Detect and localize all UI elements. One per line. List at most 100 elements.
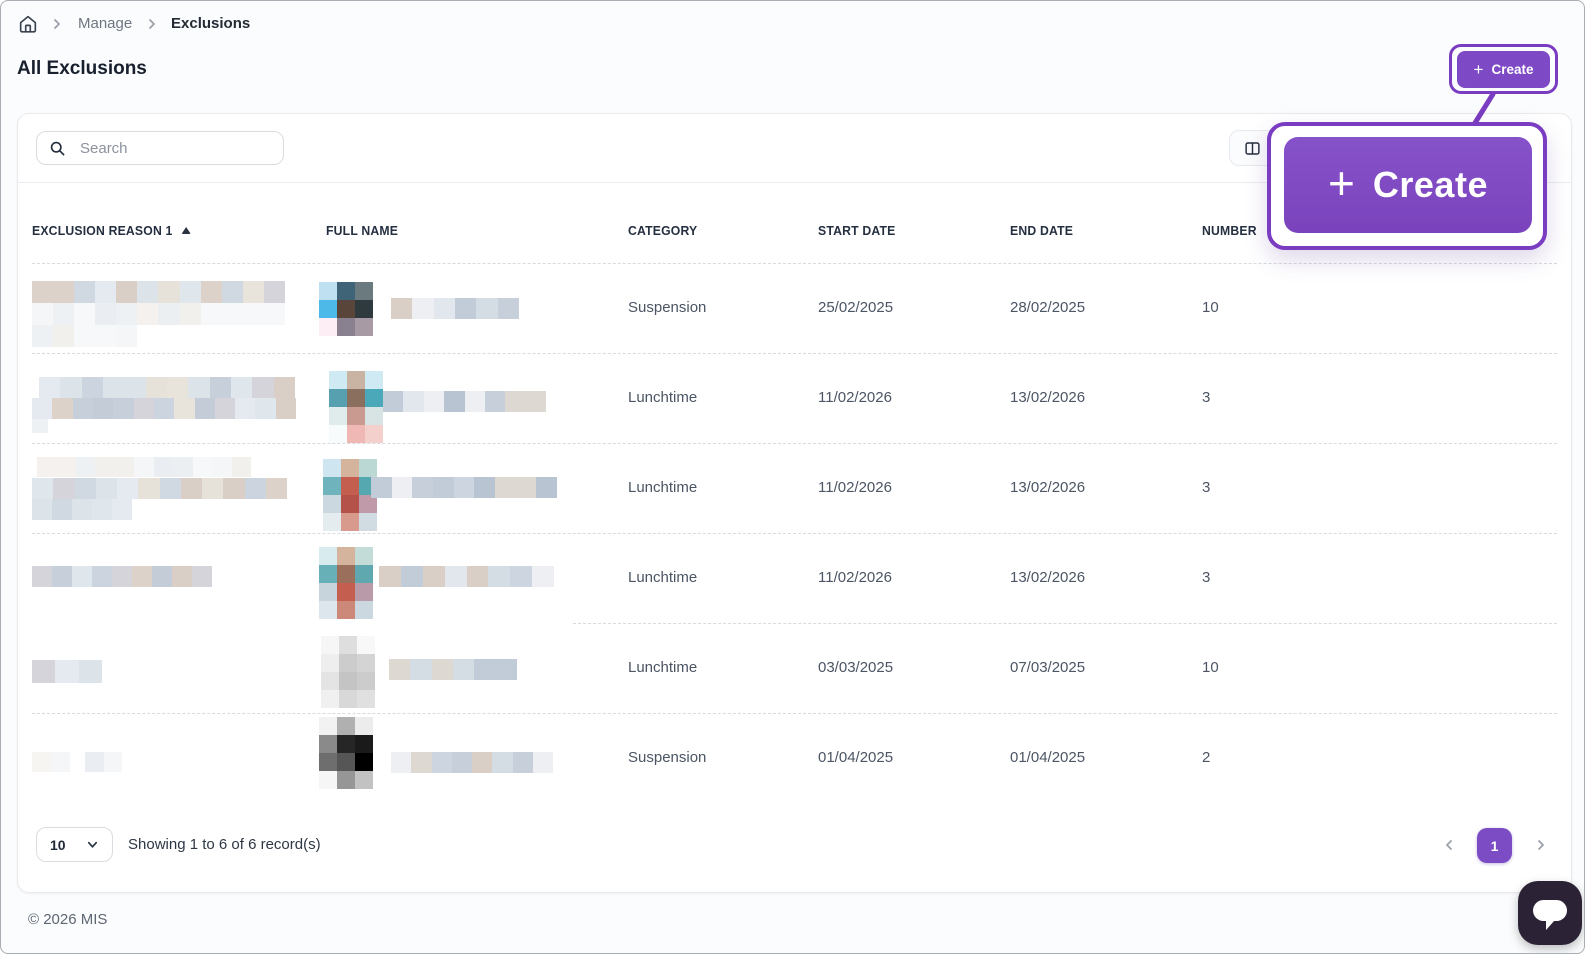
page-title: All Exclusions: [17, 58, 147, 79]
row-start-date: 11/02/2026: [818, 569, 892, 586]
home-icon[interactable]: [17, 13, 39, 35]
create-button-magnified: + Create: [1284, 137, 1532, 233]
search-icon: [49, 140, 66, 157]
row-number: 2: [1202, 749, 1211, 766]
chat-widget-button[interactable]: [1518, 881, 1582, 945]
chevron-left-icon: [1442, 838, 1456, 852]
row-separator: [32, 263, 1557, 264]
row-number: 10: [1202, 659, 1219, 676]
create-button[interactable]: + Create: [1457, 51, 1550, 88]
chevron-right-icon: [1534, 838, 1548, 852]
table-row[interactable]: [18, 623, 1571, 713]
redacted-exclusion-reason: [32, 325, 137, 347]
row-start-date: 11/02/2026: [818, 479, 892, 496]
columns-icon: [1244, 140, 1261, 157]
redacted-student-photo: [319, 717, 373, 789]
redacted-student-name: [379, 566, 554, 587]
row-separator: [573, 623, 1557, 624]
redacted-exclusion-reason: [32, 752, 70, 772]
redacted-student-name: [391, 298, 519, 319]
row-category: Lunchtime: [628, 479, 698, 496]
redacted-student-photo: [319, 282, 373, 336]
redacted-exclusion-reason: [32, 398, 296, 419]
pagination-summary: Showing 1 to 6 of 6 record(s): [128, 836, 321, 853]
redacted-exclusion-reason: [32, 566, 212, 587]
row-start-date: 01/04/2025: [818, 749, 894, 766]
page-size-value: 10: [50, 836, 66, 853]
chevron-down-icon: [86, 838, 99, 851]
redacted-exclusion-reason: [32, 419, 48, 433]
table-row[interactable]: [18, 713, 1571, 803]
redacted-exclusion-reason: [32, 303, 285, 325]
redacted-student-name: [389, 659, 517, 680]
breadcrumb-chevron-icon: [50, 17, 64, 31]
row-number: 3: [1202, 389, 1211, 406]
row-category: Lunchtime: [628, 569, 698, 586]
speech-bubble-icon: [1533, 900, 1567, 921]
column-header-full-name[interactable]: FULL NAME: [326, 223, 399, 238]
row-category: Suspension: [628, 299, 707, 316]
row-end-date: 07/03/2025: [1010, 659, 1086, 676]
row-category: Lunchtime: [628, 659, 698, 676]
row-separator: [32, 533, 1557, 534]
column-header-number[interactable]: NUMBER: [1202, 223, 1257, 238]
redacted-student-photo: [323, 459, 377, 531]
redacted-exclusion-reason: [32, 499, 132, 520]
plus-icon: +: [1328, 157, 1355, 209]
redacted-exclusion-reason: [37, 457, 251, 477]
page-1-button[interactable]: 1: [1477, 828, 1512, 863]
redacted-exclusion-reason: [39, 377, 295, 398]
row-start-date: 25/02/2025: [818, 299, 894, 316]
redacted-exclusion-reason: [85, 752, 122, 772]
column-header-exclusion-reason[interactable]: EXCLUSION REASON 1: [32, 223, 191, 238]
row-number: 10: [1202, 299, 1219, 316]
breadcrumb-chevron-icon: [145, 17, 159, 31]
row-separator: [32, 353, 1557, 354]
row-category: Lunchtime: [628, 389, 698, 406]
breadcrumb-item-exclusions[interactable]: Exclusions: [171, 15, 251, 32]
column-header-end-date[interactable]: END DATE: [1010, 223, 1074, 238]
next-page-button[interactable]: [1534, 838, 1548, 852]
row-end-date: 28/02/2025: [1010, 299, 1086, 316]
table-row[interactable]: [18, 353, 1571, 443]
create-button-label: Create: [1491, 62, 1534, 77]
toolbar-divider: [18, 182, 1571, 183]
table-row[interactable]: [18, 443, 1571, 533]
redacted-exclusion-reason: [32, 281, 285, 303]
row-end-date: 13/02/2026: [1010, 389, 1086, 406]
redacted-exclusion-reason: [32, 478, 287, 499]
row-number: 3: [1202, 569, 1211, 586]
callout-create-label: Create: [1372, 164, 1488, 205]
redacted-student-photo: [321, 636, 375, 708]
speech-bubble-tail: [1546, 920, 1555, 930]
redacted-exclusion-reason: [32, 660, 102, 683]
search-box[interactable]: [36, 131, 284, 165]
row-end-date: 13/02/2026: [1010, 569, 1086, 586]
create-button-highlight-ring: [1449, 44, 1558, 94]
column-header-category[interactable]: CATEGORY: [628, 223, 698, 238]
table-row[interactable]: [18, 533, 1571, 623]
redacted-student-name: [371, 477, 557, 498]
row-end-date: 13/02/2026: [1010, 479, 1086, 496]
row-start-date: 03/03/2025: [818, 659, 894, 676]
redacted-student-name: [383, 391, 546, 412]
row-category: Suspension: [628, 749, 707, 766]
copyright-text: © 2026 MIS: [28, 911, 108, 928]
row-end-date: 01/04/2025: [1010, 749, 1086, 766]
page-size-select[interactable]: 10: [36, 827, 113, 862]
callout-connector-line: [1472, 91, 1496, 126]
redacted-student-name: [391, 752, 553, 773]
redacted-student-photo: [329, 371, 383, 443]
sort-ascending-icon: [181, 227, 191, 234]
plus-icon: +: [1473, 60, 1484, 79]
table-row[interactable]: [18, 263, 1571, 353]
row-start-date: 11/02/2026: [818, 389, 892, 406]
column-header-start-date[interactable]: START DATE: [818, 223, 896, 238]
previous-page-button[interactable]: [1442, 838, 1456, 852]
search-input[interactable]: [78, 138, 281, 158]
row-number: 3: [1202, 479, 1211, 496]
redacted-student-photo: [319, 547, 373, 619]
breadcrumb-item-manage[interactable]: Manage: [78, 15, 133, 32]
row-separator: [32, 713, 1557, 714]
